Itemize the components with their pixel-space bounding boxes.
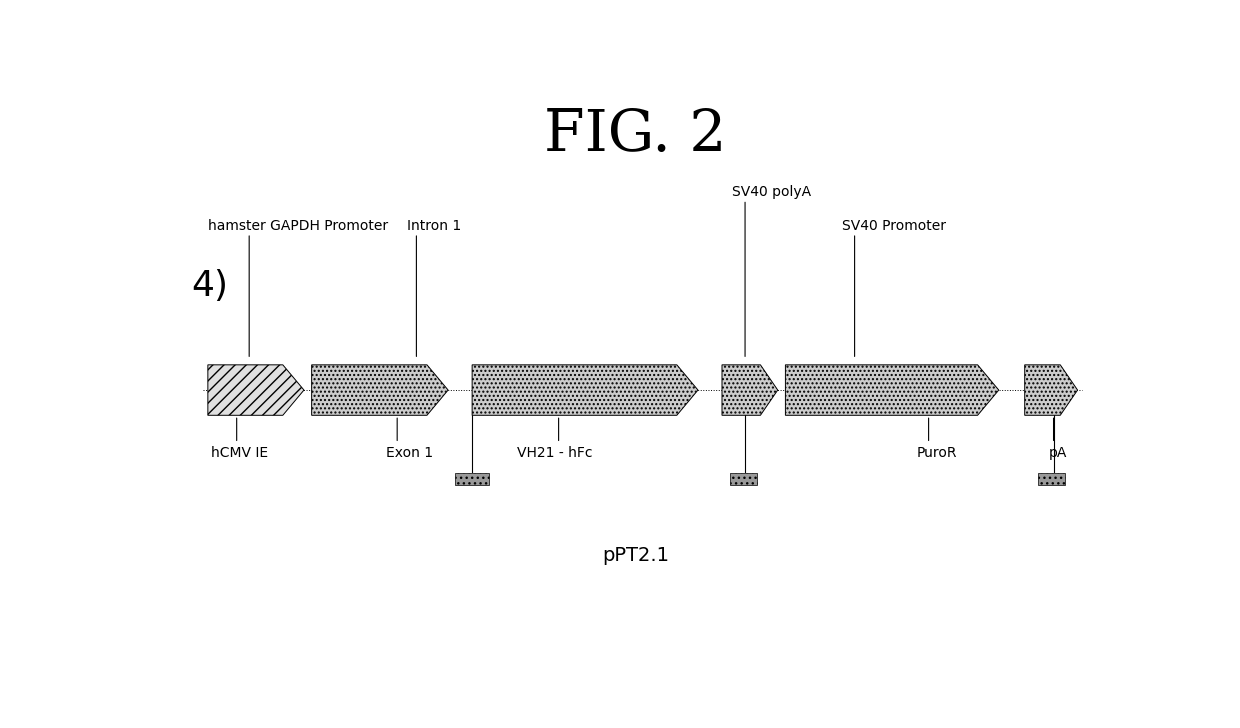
- Text: VH21 - hFc: VH21 - hFc: [517, 446, 593, 460]
- FancyArrow shape: [472, 365, 698, 415]
- Bar: [729, 473, 756, 486]
- FancyArrow shape: [311, 365, 448, 415]
- Text: pPT2.1: pPT2.1: [601, 546, 670, 565]
- FancyArrow shape: [1024, 365, 1078, 415]
- Text: pA: pA: [1049, 446, 1068, 460]
- Text: PuroR: PuroR: [918, 446, 957, 460]
- Text: 4): 4): [191, 269, 228, 304]
- Text: Intron 1: Intron 1: [407, 219, 461, 233]
- Text: hamster GAPDH Promoter: hamster GAPDH Promoter: [208, 219, 388, 233]
- FancyArrow shape: [785, 365, 998, 415]
- Text: SV40 Promoter: SV40 Promoter: [842, 219, 946, 233]
- Bar: [1038, 473, 1065, 486]
- Text: hCMV IE: hCMV IE: [211, 446, 268, 460]
- FancyArrow shape: [722, 365, 777, 415]
- Text: SV40 polyA: SV40 polyA: [732, 186, 811, 199]
- FancyArrow shape: [208, 365, 304, 415]
- Text: Exon 1: Exon 1: [386, 446, 433, 460]
- Text: FIG. 2: FIG. 2: [544, 107, 727, 163]
- Bar: [455, 473, 490, 486]
